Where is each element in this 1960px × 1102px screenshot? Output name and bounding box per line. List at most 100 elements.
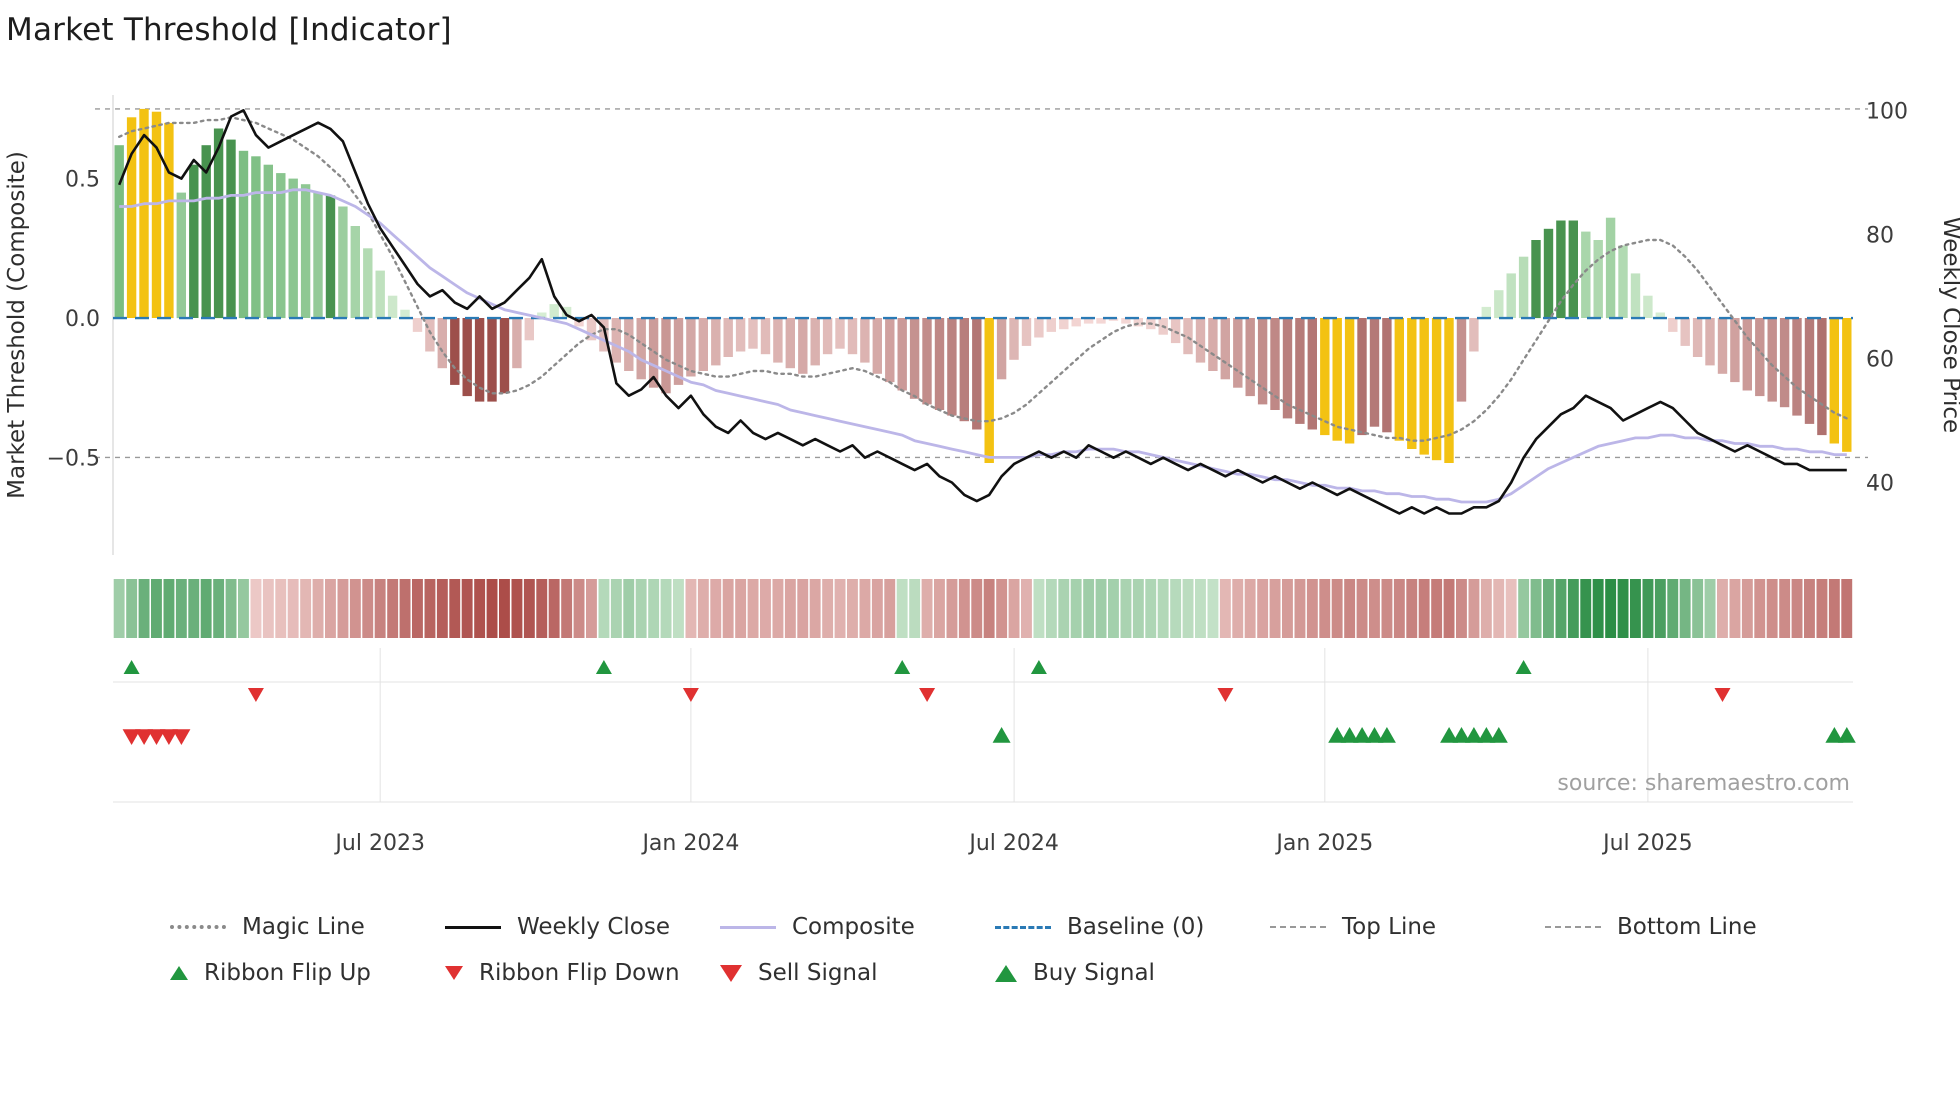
magic-line [117,116,1849,442]
composite-bar [1407,318,1417,449]
sell-signal-marker [172,729,191,745]
ribbon-cell [1617,579,1629,638]
ribbon-cell [1120,579,1132,638]
ribbon-cell [1356,579,1368,638]
ribbon-cell [349,579,361,638]
composite-bar [810,318,820,366]
legend-line-sample [170,925,226,929]
legend-item-label: Ribbon Flip Down [479,960,680,986]
composite-bar [1257,318,1268,405]
ribbon-cell [1207,579,1219,638]
composite-bar [1755,318,1765,397]
composite-bar [1208,318,1218,371]
sell-signal-marker [135,729,154,745]
x-tick-label: Jan 2025 [1274,831,1373,856]
composite-bar [1357,318,1367,436]
composite-bar [984,318,994,463]
ribbon-cell [1008,579,1020,638]
composite-bar [1842,318,1852,452]
ribbon-cell [1294,579,1306,638]
composite-bar [1494,290,1504,319]
composite-bar [1270,318,1280,410]
composite-bar [1655,312,1665,319]
right-tick-label: 60 [1866,348,1894,373]
left-tick-label: 0.0 [65,307,100,332]
ribbon-cell [722,579,734,638]
composite-bar [561,306,572,319]
legend-item-label: Buy Signal [1033,960,1155,986]
ribbon-cell [1642,579,1654,638]
buy-signal-marker [1328,727,1347,743]
ribbon-cell [300,579,312,638]
composite-bar [885,318,895,383]
composite-bar [164,122,174,319]
legend-line-sample [1270,926,1326,928]
composite-bar [201,145,211,318]
ribbon-flip-down-marker [682,688,699,702]
ribbon-cell [1766,579,1778,638]
sell-signal-marker [159,729,178,745]
composite-bar [1009,318,1019,360]
ribbon-cell [1083,579,1095,638]
ribbon-cell [175,579,187,638]
composite-bar [1605,217,1616,319]
legend-item-ribbon-flip-up: Ribbon Flip Up [170,960,445,986]
ribbon-cell [561,579,573,638]
legend-item-magic-line: Magic Line [170,914,445,940]
legend-item-top-line: Top Line [1270,914,1545,940]
ribbon-cell [387,579,399,638]
composite-bar [412,318,423,332]
composite-bar [450,318,460,385]
composite-bar [1444,318,1454,463]
ribbon-flip-down-marker [247,688,264,702]
ribbon-cell [436,579,448,638]
page-title: Market Threshold [Indicator] [6,12,452,48]
composite-bar [1767,318,1777,402]
legend-item-bottom-line: Bottom Line [1545,914,1820,940]
composite-bar [400,309,410,319]
composite-bar [648,318,659,388]
ribbon-cell [871,579,883,638]
ribbon-cell [1108,579,1119,638]
ribbon-flip-up-marker [1515,660,1532,674]
ribbon-cell [1331,579,1343,638]
composite-bar [1419,318,1429,455]
composite-bar [1282,318,1293,419]
ribbon-cell [1045,579,1057,638]
ribbon-cell [1344,579,1356,638]
ribbon-cell [1480,579,1492,638]
composite-bar [1692,318,1703,357]
composite-bar [872,318,882,374]
legend-item-label: Bottom Line [1617,914,1757,940]
composite-bar [1195,318,1206,363]
ribbon-cell [772,579,784,638]
ribbon-cell [113,579,125,638]
ribbon-cell [1070,579,1082,638]
ribbon-cell [921,579,933,638]
buy-signal-marker [1340,727,1359,743]
ribbon-cell [151,579,162,638]
composite-bar [897,318,907,391]
legend-item-ribbon-flip-down: Ribbon Flip Down [445,960,720,986]
legend-item-label: Composite [792,914,915,940]
buy-signal-marker [1440,727,1459,743]
composite-bar [996,318,1007,380]
composite-bar [325,195,336,319]
composite-bar [822,318,833,355]
ribbon-cell [262,579,274,638]
composite-bar [1469,318,1479,352]
legend-line-sample [720,925,776,929]
ribbon-cell [275,579,287,638]
ribbon-cell [996,579,1008,638]
composite-bar [1705,318,1715,366]
composite-bar [1817,318,1827,436]
ribbon-cell [1704,579,1716,638]
ribbon-flip-up-marker [1030,660,1047,674]
ribbon-cell [1779,579,1791,638]
ribbon-cell [784,579,796,638]
ribbon-cell [623,579,635,638]
legend-item-label: Baseline (0) [1067,914,1205,940]
ribbon-cell [958,579,970,638]
ribbon-flip-down-marker [919,688,936,702]
ribbon-cell [1319,579,1331,638]
